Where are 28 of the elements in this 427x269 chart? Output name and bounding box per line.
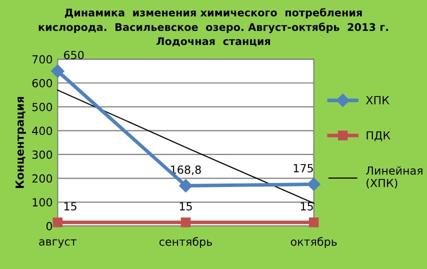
x-tick-label: сентябрь	[159, 237, 212, 248]
y-tick-label: 700	[32, 55, 52, 64]
point	[51, 64, 64, 78]
y-tick-label: 300	[32, 150, 52, 159]
point	[307, 178, 320, 191]
y-tick-label: 100	[32, 198, 52, 207]
y-tick-label: 0	[46, 222, 52, 230]
point	[52, 218, 63, 228]
point	[180, 218, 191, 228]
data-label: 15	[300, 202, 313, 211]
x-tick-label: август	[39, 239, 76, 248]
x-tick-label: октябрь	[290, 237, 337, 248]
legend-label: Линейная (ХПК)	[366, 166, 422, 189]
y-axis-title: Концентрация	[16, 97, 26, 188]
point	[308, 218, 319, 228]
y-tick-label: 600	[32, 78, 52, 88]
data-label: 650	[64, 50, 84, 60]
data-label: 168,8	[171, 165, 201, 175]
y-tick-label: 500	[32, 102, 52, 112]
point	[179, 179, 192, 192]
y-tick-label: 200	[32, 174, 52, 183]
legend-label: ПДК	[366, 131, 390, 142]
legend-label: ХПК	[366, 96, 390, 104]
data-label: 15	[180, 202, 192, 211]
data-label: 15	[64, 202, 76, 211]
data-label: 175	[294, 164, 313, 172]
chart-title: Динамика изменения химического потребления кислорода. Васильевское озеро. Август-октябрь 2013 г. Лодочная станция	[38, 8, 388, 46]
y-tick-label: 400	[32, 126, 52, 136]
